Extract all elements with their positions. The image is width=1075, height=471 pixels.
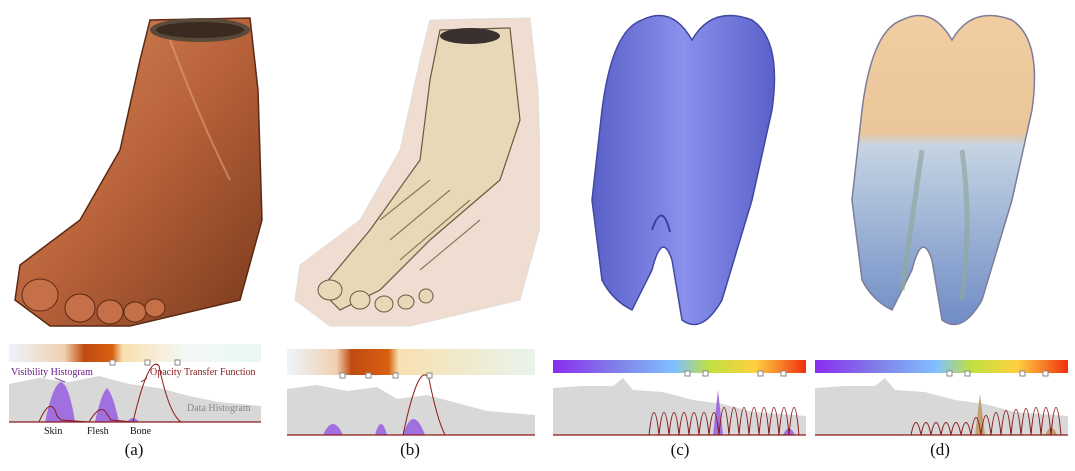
tf-handle[interactable]: [684, 370, 691, 377]
data-histogram-label: Data Histogram: [187, 403, 251, 414]
caption-d: (d): [930, 440, 950, 459]
foot-bone-render: [294, 17, 540, 327]
transfer-function-widget-b[interactable]: [287, 349, 535, 439]
panel-b: (b): [280, 0, 540, 471]
skin-label: Skin: [44, 426, 63, 437]
panel-c: (c): [552, 0, 812, 471]
tf-handle[interactable]: [964, 370, 971, 377]
panel-a: Visibility Histogram Opacity Transfer Fu…: [0, 0, 270, 471]
opacity-curve[interactable]: [815, 407, 1068, 436]
tf-handle[interactable]: [702, 370, 709, 377]
tf-handle[interactable]: [174, 359, 181, 366]
tf-handle[interactable]: [780, 370, 787, 377]
foot-skin-render: [14, 17, 263, 327]
opacity-curve[interactable]: [9, 363, 261, 423]
colormap-bar[interactable]: [9, 344, 261, 362]
tf-handle[interactable]: [757, 370, 764, 377]
tf-handle[interactable]: [109, 359, 116, 366]
tf-handle[interactable]: [339, 372, 346, 379]
transfer-function-widget-a[interactable]: [9, 344, 261, 434]
visibility-histogram: [713, 390, 795, 435]
tf-handle[interactable]: [426, 372, 433, 379]
caption-a: (a): [124, 440, 144, 459]
data-histogram: [815, 378, 1068, 435]
flesh-label: Flesh: [87, 426, 109, 437]
tf-handle[interactable]: [392, 372, 399, 379]
colormap-bar[interactable]: [815, 360, 1068, 373]
tf-handle[interactable]: [1019, 370, 1026, 377]
transfer-function-widget-c[interactable]: [553, 360, 806, 440]
bone-label: Bone: [130, 426, 152, 437]
visibility-histogram: [323, 419, 425, 435]
tooth-translucent-render: [851, 14, 1036, 326]
tf-handle[interactable]: [144, 359, 151, 366]
tf-handle[interactable]: [365, 372, 372, 379]
visibility-histogram: [45, 382, 139, 422]
panel-d: (d): [812, 0, 1075, 471]
visibility-histogram: [975, 394, 1057, 435]
tooth-opaque-render: [591, 14, 776, 326]
caption-c: (c): [670, 440, 690, 459]
colormap-bar[interactable]: [287, 349, 535, 375]
data-histogram: [553, 378, 806, 435]
transfer-function-widget-d[interactable]: [815, 360, 1068, 440]
tf-handle[interactable]: [946, 370, 953, 377]
opacity-transfer-function-label: Opacity Transfer Function: [150, 367, 256, 378]
tf-handle[interactable]: [1042, 370, 1049, 377]
visibility-histogram-label: Visibility Histogram: [11, 367, 93, 378]
colormap-bar[interactable]: [553, 360, 806, 373]
caption-b: (b): [400, 440, 420, 459]
data-histogram: [287, 385, 535, 435]
opacity-curve[interactable]: [287, 374, 535, 436]
opacity-curve[interactable]: [553, 407, 806, 436]
